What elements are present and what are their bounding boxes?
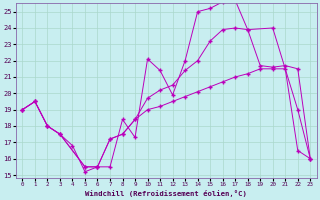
X-axis label: Windchill (Refroidissement éolien,°C): Windchill (Refroidissement éolien,°C) bbox=[85, 190, 247, 197]
